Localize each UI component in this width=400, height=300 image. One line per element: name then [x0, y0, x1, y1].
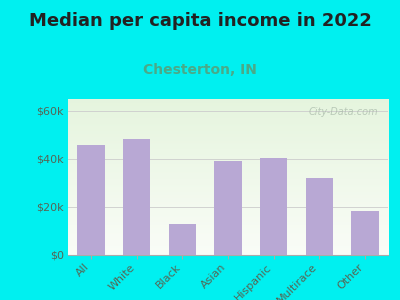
- Bar: [214, 161, 242, 255]
- Bar: [260, 158, 288, 255]
- Bar: [168, 224, 196, 255]
- Text: Median per capita income in 2022: Median per capita income in 2022: [28, 12, 372, 30]
- Bar: [306, 178, 333, 255]
- Text: City-Data.com: City-Data.com: [309, 107, 378, 117]
- Bar: [123, 139, 150, 255]
- Bar: [77, 145, 104, 255]
- Text: Chesterton, IN: Chesterton, IN: [143, 63, 257, 77]
- Bar: [352, 211, 379, 255]
